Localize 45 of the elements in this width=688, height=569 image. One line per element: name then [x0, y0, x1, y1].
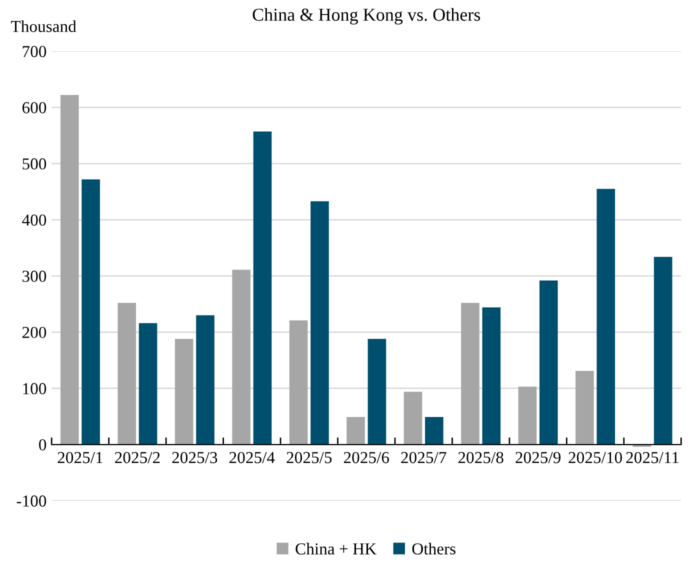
x-tick-label: 2025/7	[401, 452, 446, 464]
bar	[174, 338, 194, 445]
y-tick-label: 500	[22, 158, 46, 170]
y-tick-label: 0	[39, 439, 46, 450]
bar	[518, 386, 537, 445]
y-axis-title: Thousand	[10, 20, 76, 32]
x-tick-label: 2025/10	[568, 452, 622, 464]
y-tick-label: 600	[22, 102, 46, 114]
x-tick-label: 2025/6	[344, 452, 390, 464]
bar	[310, 201, 329, 445]
bar	[596, 188, 616, 445]
x-tick-label: 2025/9	[516, 452, 561, 464]
legend-label: Others	[412, 542, 456, 555]
y-tick-label: 700	[22, 46, 46, 58]
bar	[118, 302, 136, 445]
x-tick-label: 2025/8	[458, 452, 504, 464]
y-tick-label: 100	[23, 383, 46, 394]
bar	[461, 302, 480, 445]
bar	[346, 417, 365, 445]
bar	[425, 417, 444, 445]
bar	[82, 179, 100, 445]
bar	[368, 338, 386, 445]
legend-label: China + HK	[296, 542, 376, 555]
x-tick-label: 2025/3	[172, 452, 218, 464]
chart-title: China & Hong Kong vs. Others	[252, 8, 480, 25]
y-tick-label: -100	[16, 495, 46, 507]
bar	[196, 315, 214, 445]
bar	[654, 256, 672, 445]
x-tick-label: 2025/11	[626, 452, 679, 464]
bar	[60, 95, 79, 445]
x-tick-label: 2025/5	[286, 452, 332, 464]
bar	[289, 320, 308, 445]
bar	[138, 323, 158, 445]
bar	[404, 392, 422, 445]
x-tick-label: 2025/2	[115, 452, 160, 464]
bar	[576, 370, 594, 445]
y-tick-label: 200	[22, 326, 46, 338]
y-tick-label: 400	[22, 214, 46, 226]
bar	[482, 307, 501, 445]
x-tick-label: 2025/4	[229, 452, 275, 464]
bar	[253, 132, 272, 445]
bar	[539, 280, 558, 445]
x-tick-label: 2025/1	[58, 452, 102, 464]
y-tick-label: 300	[22, 270, 46, 282]
bar	[232, 270, 250, 445]
